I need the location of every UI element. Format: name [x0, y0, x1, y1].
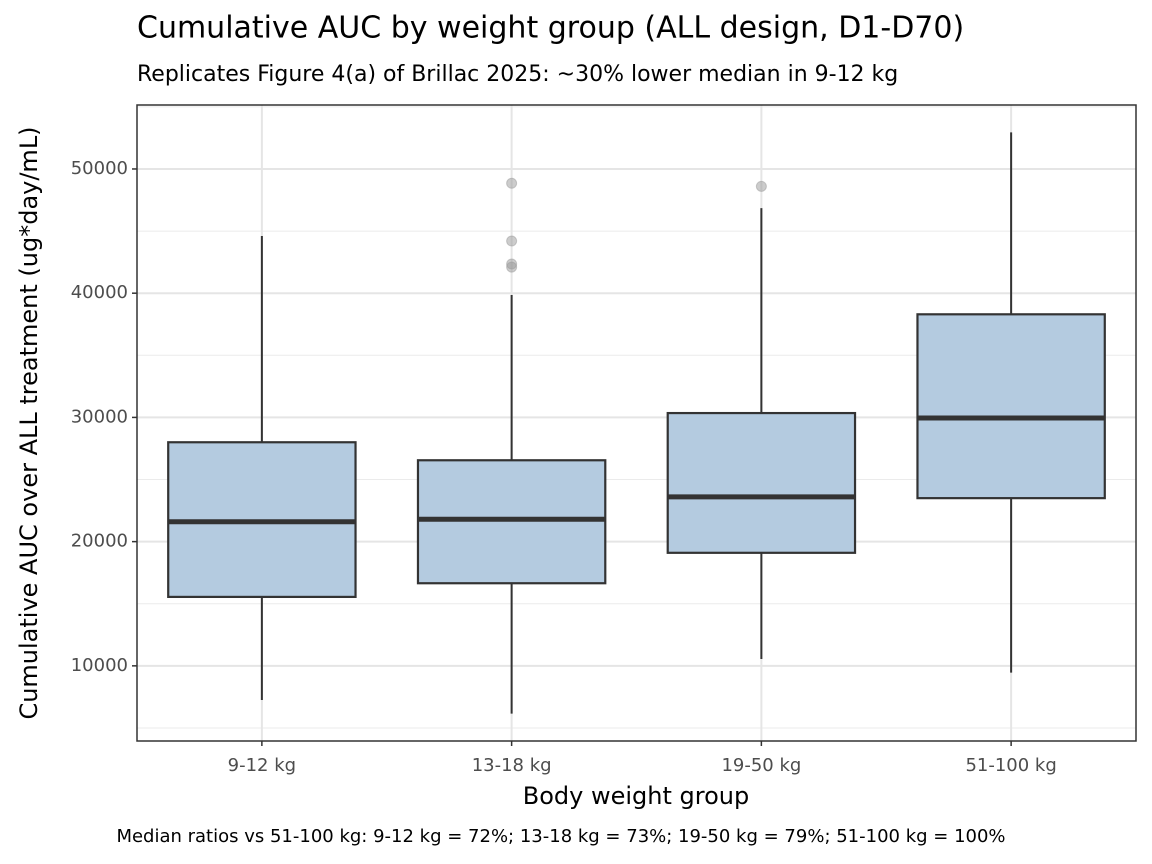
- x-tick-label: 51-100 kg: [965, 755, 1056, 776]
- x-tick-label: 9-12 kg: [228, 755, 296, 776]
- outlier: [755, 180, 767, 192]
- box: [916, 313, 1106, 500]
- x-tick-label: 13-18 kg: [472, 755, 552, 776]
- x-axis-title: Body weight group: [523, 782, 749, 810]
- chart-title: Cumulative AUC by weight group (ALL desi…: [137, 11, 964, 46]
- outlier: [506, 177, 518, 189]
- y-tick-label: 20000: [71, 531, 128, 552]
- y-tick-label: 10000: [71, 655, 128, 676]
- panel-border: [136, 104, 1137, 742]
- y-tick-label: 30000: [71, 406, 128, 427]
- chart-subtitle: Replicates Figure 4(a) of Brillac 2025: …: [137, 62, 898, 87]
- y-axis-title: Cumulative AUC over ALL treatment (ug*da…: [15, 126, 43, 719]
- x-tick-label: 19-50 kg: [721, 755, 801, 776]
- y-tick-label: 50000: [71, 158, 128, 179]
- outlier: [506, 261, 518, 273]
- box: [666, 411, 857, 554]
- y-tick-label: 40000: [71, 282, 128, 303]
- outlier: [506, 235, 518, 247]
- caption: Median ratios vs 51-100 kg: 9-12 kg = 72…: [116, 826, 1005, 847]
